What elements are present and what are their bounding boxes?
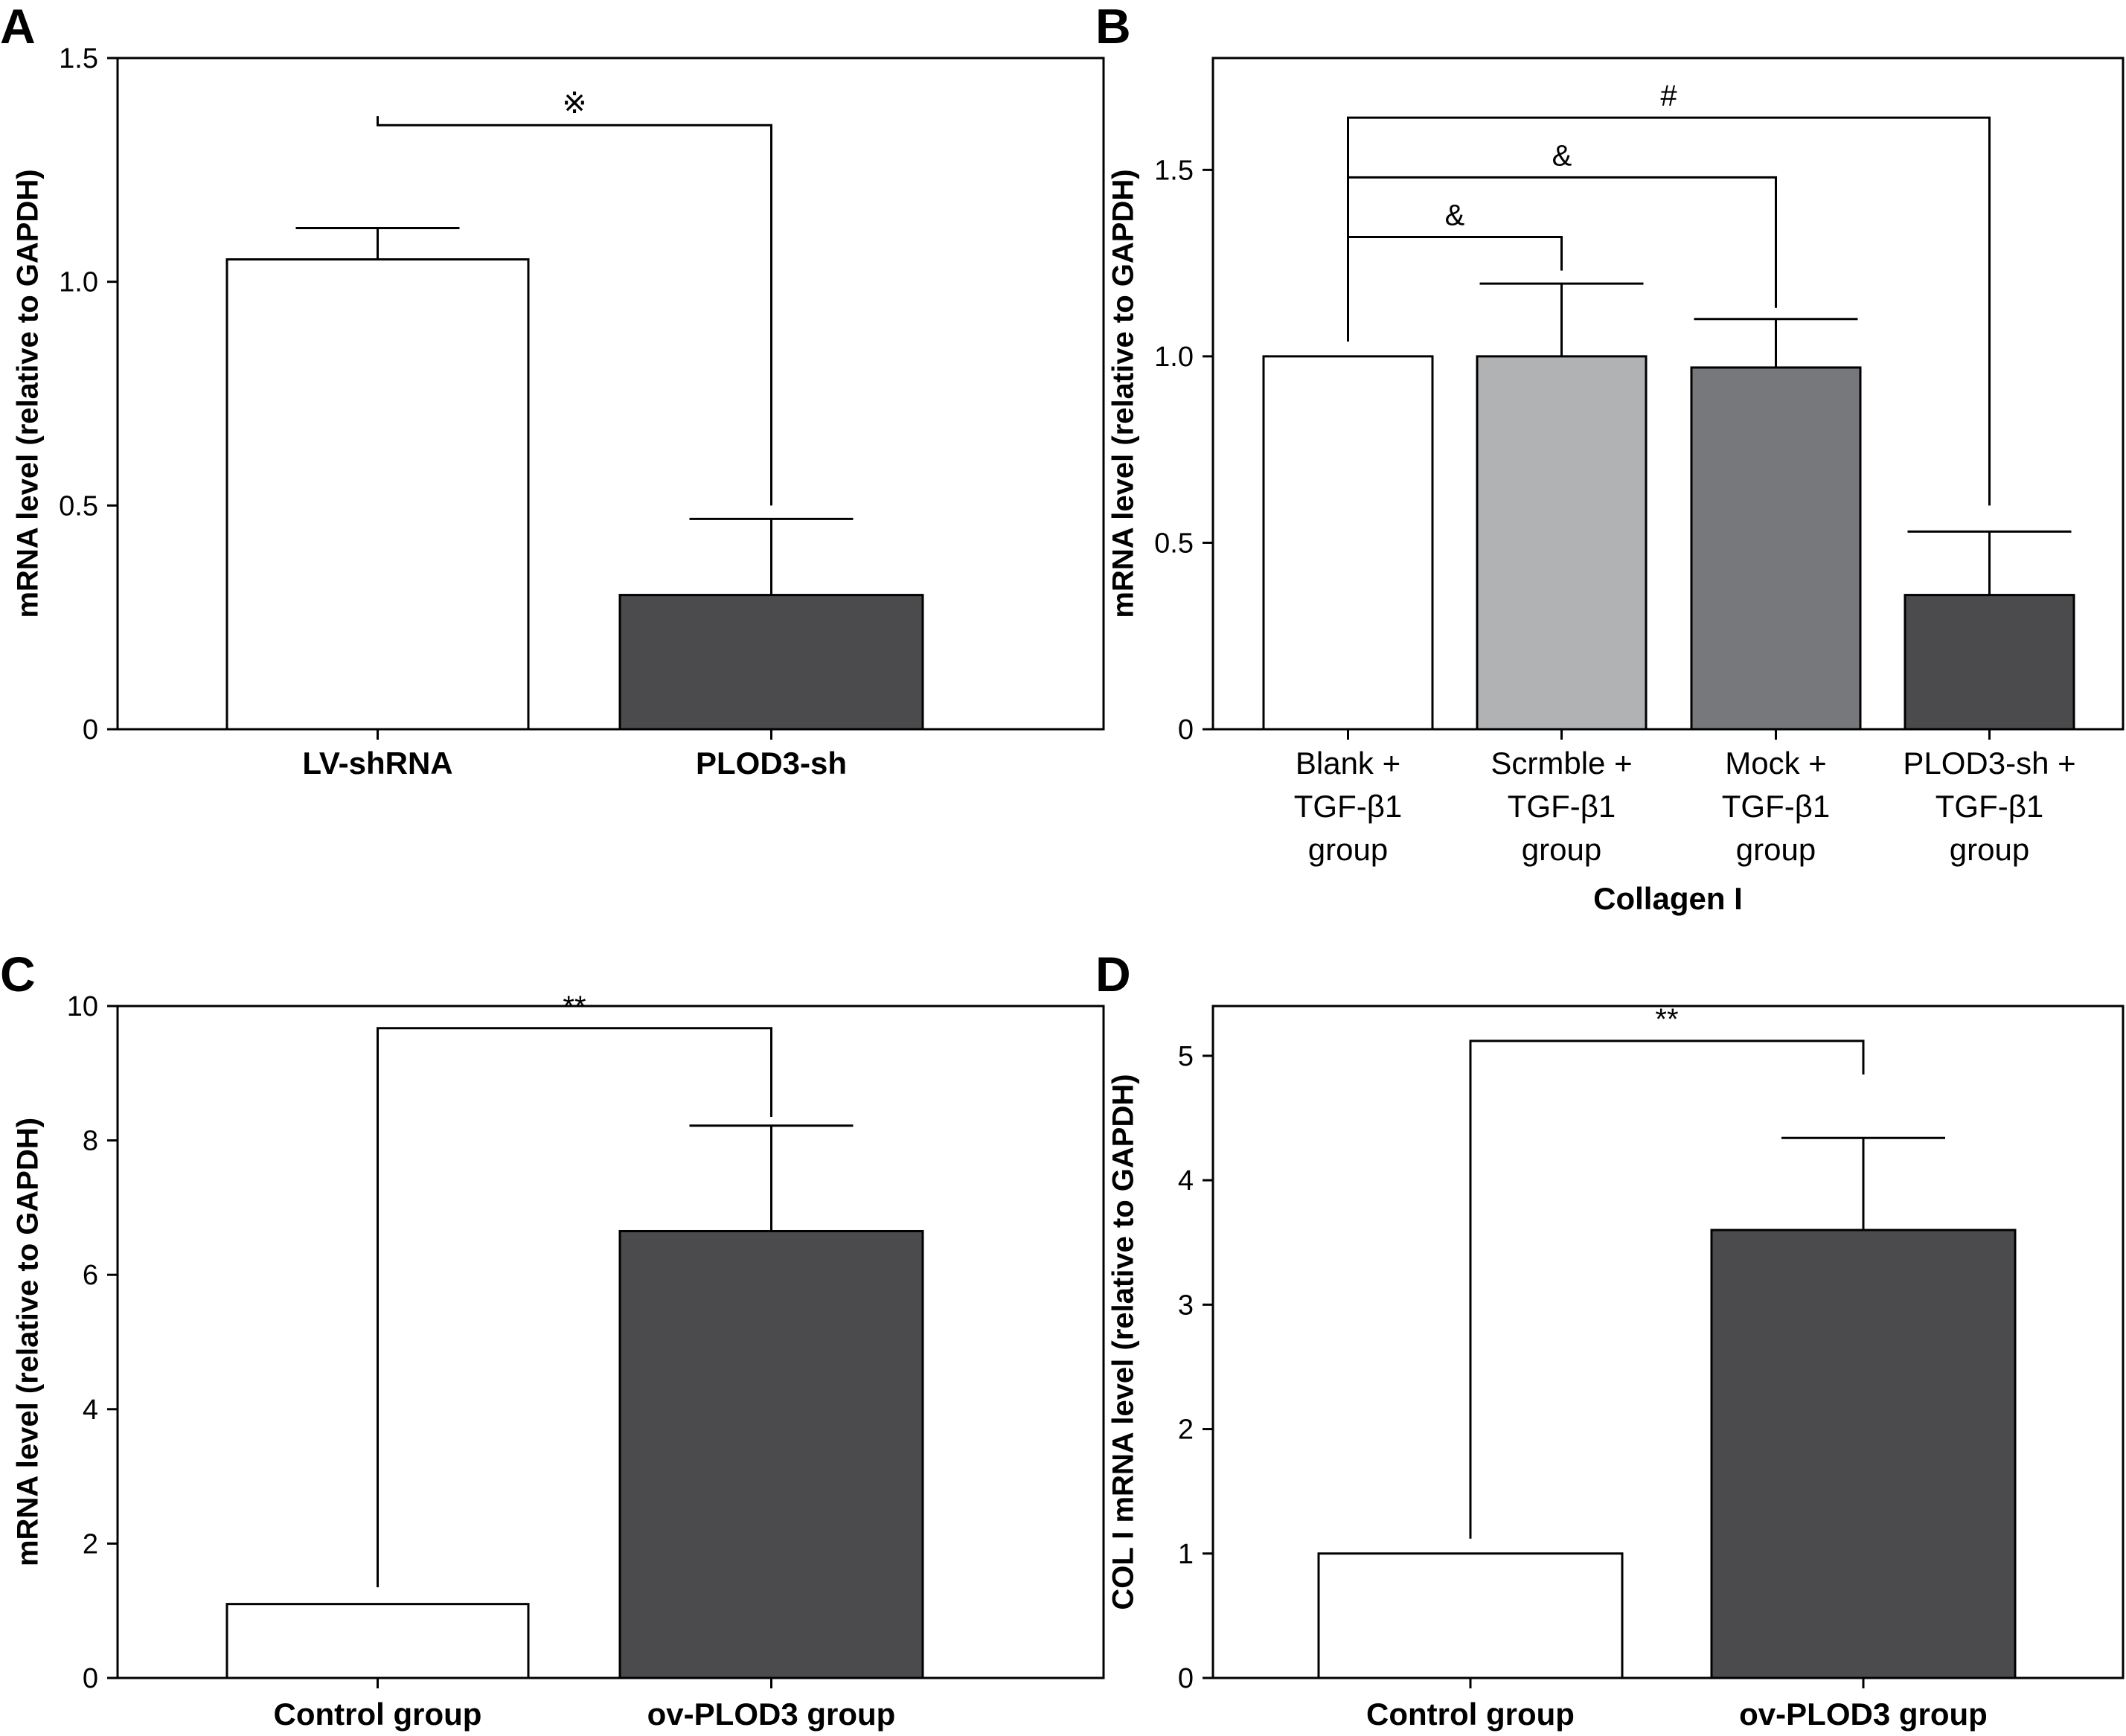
significance-label: &: [1552, 139, 1572, 172]
x-category-label: Mock +: [1725, 746, 1827, 781]
x-category-label: TGF-β1: [1508, 789, 1616, 824]
y-tick-label: 1.5: [59, 43, 98, 74]
bar: [225, 258, 530, 731]
y-tick-label: 4: [83, 1394, 98, 1426]
bar: [618, 1230, 924, 1679]
x-category-label: Scrmble +: [1491, 746, 1632, 781]
panel-c: C 0 2 4 6 8 10 mRNA level (relative to GAPDH) Co…: [0, 947, 1105, 1732]
significance-label: ※: [562, 87, 587, 120]
y-tick-label: 0.5: [1154, 528, 1194, 559]
x-category-label: Blank +: [1296, 746, 1400, 781]
y-tick-label: 1: [1178, 1539, 1194, 1570]
y-tick-label: 1.5: [1154, 155, 1194, 186]
significance-label: #: [1660, 80, 1677, 112]
y-tick-label: 0: [83, 1663, 98, 1694]
y-tick-label: 1.0: [59, 267, 98, 298]
significance-label: &: [1445, 199, 1465, 232]
x-category-label: TGF-β1: [1936, 789, 2043, 824]
bar: [1904, 594, 2075, 731]
bar: [1317, 1552, 1624, 1679]
significance-label: **: [1655, 1003, 1678, 1036]
panel-letter: C: [0, 947, 36, 1002]
significance-bracket: [377, 116, 772, 506]
bar: [1476, 355, 1648, 731]
significance-bracket: [1347, 236, 1563, 342]
x-category-label: group: [1950, 832, 2029, 867]
x-category-label: Control group: [1366, 1697, 1575, 1732]
x-category-label: TGF-β1: [1722, 789, 1830, 824]
y-tick-label: 2: [83, 1528, 98, 1560]
y-tick-label: 0: [83, 714, 98, 746]
plot-frame: [1211, 1005, 2125, 1679]
panel-letter: A: [0, 0, 36, 54]
y-tick-label: 1.0: [1154, 342, 1194, 373]
x-axis-label: Collagen I: [1593, 881, 1743, 916]
bar: [1690, 366, 1862, 731]
bar: [1710, 1229, 2017, 1679]
y-tick-label: 2: [1178, 1415, 1194, 1446]
panel-letter: B: [1095, 0, 1131, 54]
plot-frame: [116, 1005, 1105, 1679]
x-category-label: LV-shRNA: [302, 746, 452, 781]
significance-bracket: [1469, 1040, 1865, 1539]
x-category-label: ov-PLOD3 group: [1739, 1697, 1988, 1732]
bar: [225, 1603, 530, 1679]
bar: [1262, 355, 1434, 731]
y-axis-label: mRNA level (relative to GAPDH): [12, 169, 45, 618]
x-category-label: PLOD3-sh +: [1903, 746, 2075, 781]
bar: [618, 594, 924, 731]
y-tick-label: 0.5: [59, 490, 98, 522]
plot-frame: [116, 57, 1105, 731]
y-axis-label: mRNA level (relative to GAPDH): [1107, 169, 1140, 618]
x-category-label: group: [1522, 832, 1601, 867]
panel-a: A 0 0.5 1.0 1.5 mRNA level (relative to GAPDH…: [0, 0, 1105, 781]
x-category-label: Control group: [274, 1697, 482, 1732]
plot-frame: [1211, 57, 2125, 731]
x-category-label: PLOD3-sh: [696, 746, 847, 781]
significance-label: **: [563, 990, 586, 1023]
y-tick-label: 8: [83, 1126, 98, 1157]
panel-d: D 0 1 2 3 4 5 COL I mRNA level (relative to GAP…: [1095, 947, 2125, 1732]
y-tick-label: 3: [1178, 1290, 1194, 1321]
y-tick-label: 5: [1178, 1041, 1194, 1072]
significance-bracket: [377, 1027, 772, 1588]
x-category-label: ov-PLOD3 group: [647, 1697, 896, 1732]
y-tick-label: 6: [83, 1260, 98, 1291]
y-axis-label: COL I mRNA level (relative to GAPDH): [1107, 1074, 1140, 1610]
y-tick-label: 0: [1178, 1663, 1194, 1694]
y-tick-label: 10: [67, 991, 98, 1022]
x-category-label: group: [1308, 832, 1388, 867]
panel-b: B 0 0.5 1.0 1.5 mRNA level (relative to GAPDH…: [1095, 0, 2125, 916]
panel-letter: D: [1095, 947, 1131, 1002]
y-axis-label: mRNA level (relative to GAPDH): [12, 1118, 45, 1566]
y-tick-label: 4: [1178, 1165, 1194, 1197]
x-category-label: TGF-β1: [1294, 789, 1402, 824]
y-tick-label: 0: [1178, 714, 1194, 746]
significance-bracket: [1347, 116, 1991, 506]
x-category-label: group: [1736, 832, 1816, 867]
